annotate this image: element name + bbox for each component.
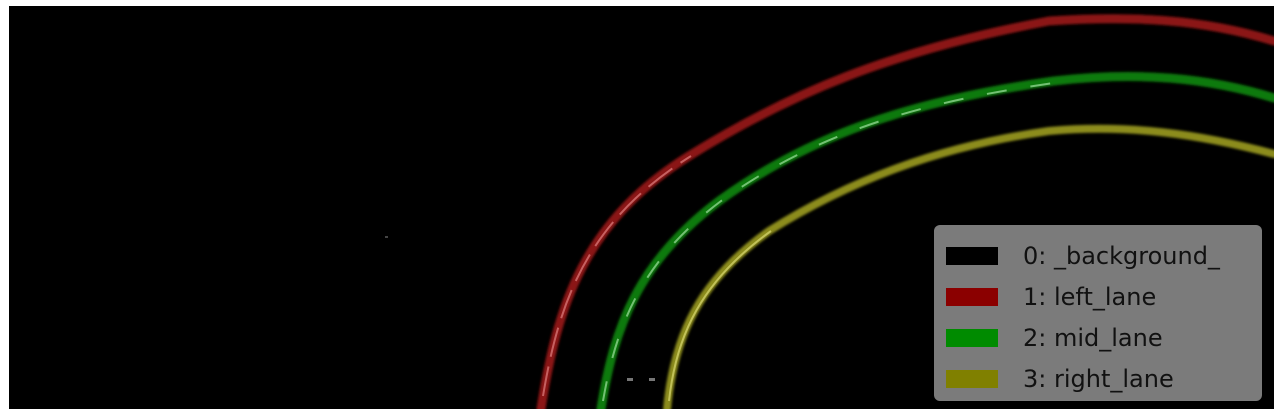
class-legend: 0: _background_ 1: left_lane 2: mid_lane…: [934, 225, 1262, 401]
left-lane-highlight: [542, 155, 692, 397]
legend-swatch: [946, 369, 998, 388]
noise-speck: [649, 378, 655, 381]
legend-item-right-lane: 3: right_lane: [946, 358, 1262, 399]
legend-item-background: 0: _background_: [946, 235, 1262, 276]
legend-label: 2: mid_lane: [1023, 323, 1163, 352]
legend-item-left-lane: 1: left_lane: [946, 276, 1262, 317]
legend-label: 3: right_lane: [1023, 364, 1174, 393]
legend-label: 1: left_lane: [1023, 282, 1157, 311]
legend-swatch: [946, 287, 998, 306]
right-lane-highlight: [668, 230, 772, 402]
mid-lane-mask: [596, 72, 1274, 409]
legend-label: 0: _background_: [1023, 241, 1220, 270]
legend-swatch: [946, 328, 998, 347]
legend-swatch: [946, 246, 998, 265]
lane-mask-canvas: [385, 14, 1274, 409]
right-lane-mask: [663, 124, 1274, 409]
noise-speck: [627, 378, 633, 381]
legend-item-mid-lane: 2: mid_lane: [946, 317, 1262, 358]
noise-speck: [385, 236, 388, 238]
segmentation-view: 0: _background_ 1: left_lane 2: mid_lane…: [9, 6, 1274, 409]
